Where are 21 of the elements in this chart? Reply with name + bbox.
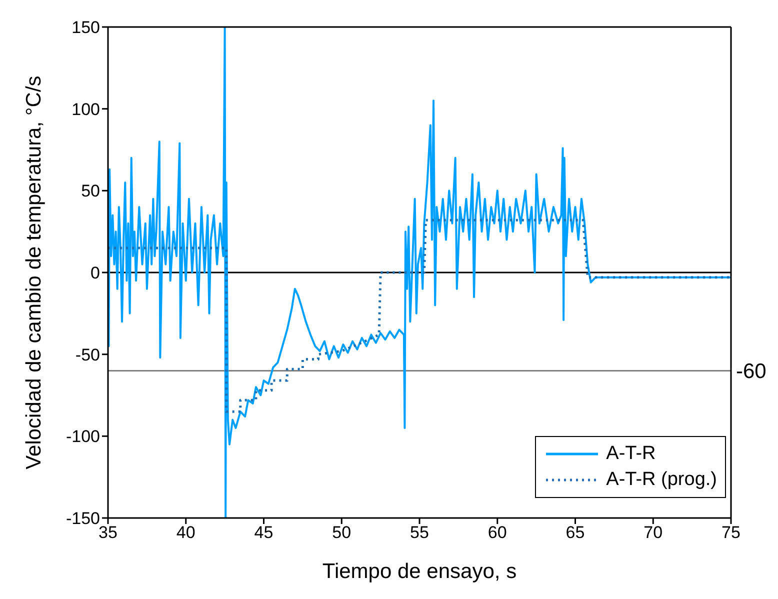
x-tick-label: 65 (566, 523, 585, 542)
legend-label: A-T-R (606, 443, 656, 465)
y-axis-title: Velocidad de cambio de temperatura, °C/s (22, 76, 46, 470)
x-tick-label: 45 (254, 523, 274, 542)
y-tick-label: 50 (81, 182, 100, 201)
y-tick-label: -50 (75, 345, 100, 364)
x-tick-label: 70 (644, 523, 663, 542)
x-tick-label: 75 (722, 523, 740, 542)
x-tick-label: 60 (488, 523, 507, 542)
x-tick-label: 50 (332, 523, 352, 542)
y-tick-label: -150 (66, 509, 100, 528)
x-axis-title: Tiempo de ensayo, s (322, 560, 517, 583)
legend-label: A-T-R (prog.) (606, 469, 717, 491)
y-tick-label: 0 (90, 264, 100, 283)
y-tick-label: -100 (66, 427, 100, 446)
x-tick-label: 55 (410, 523, 429, 542)
y-tick-label: 100 (72, 100, 100, 119)
y-tick-label: 150 (72, 18, 100, 38)
ref-line-label: -60 (736, 360, 766, 384)
x-tick-label: 35 (98, 523, 118, 542)
x-tick-label: 40 (176, 523, 196, 542)
